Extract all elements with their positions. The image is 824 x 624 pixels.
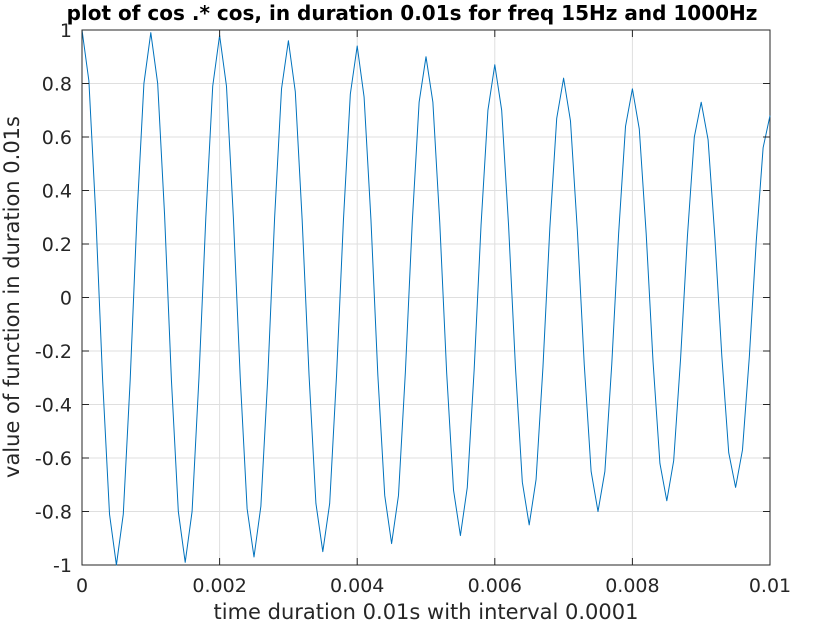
tick-marks: [81, 29, 771, 566]
plot-area: [81, 29, 771, 566]
chart-title: plot of cos .* cos, in duration 0.01s fo…: [67, 1, 758, 25]
y-tick-label: -0.6: [35, 448, 72, 470]
y-tick-label: 1: [60, 20, 72, 42]
y-tick-label: -0.8: [35, 502, 72, 524]
x-tick-label: 0.004: [330, 575, 384, 597]
y-tick-labels: -1 -0.8 -0.6 -0.4 -0.2 0 0.2 0.4 0.6 0.8 1: [35, 20, 72, 577]
y-tick-label: -1: [53, 555, 72, 577]
y-tick-label: 0.8: [42, 74, 72, 96]
y-tick-label: -0.4: [35, 395, 72, 417]
x-tick-label: 0.006: [468, 575, 522, 597]
x-tick-label: 0.002: [192, 575, 246, 597]
x-tick-label: 0.01: [749, 575, 791, 597]
y-tick-label: 0.2: [42, 234, 72, 256]
x-tick-label: 0.008: [605, 575, 659, 597]
y-tick-label: 0.6: [42, 127, 72, 149]
y-tick-label: -0.2: [35, 341, 72, 363]
x-tick-label: 0: [76, 575, 88, 597]
y-tick-label: 0.4: [42, 181, 72, 203]
y-tick-label: 0: [60, 288, 72, 310]
x-axis-label: time duration 0.01s with interval 0.0001: [214, 600, 639, 624]
x-tick-labels: 0 0.002 0.004 0.006 0.008 0.01: [76, 575, 791, 597]
y-axis-label: value of function in duration 0.01s: [0, 116, 24, 478]
series-line: [81, 29, 771, 566]
